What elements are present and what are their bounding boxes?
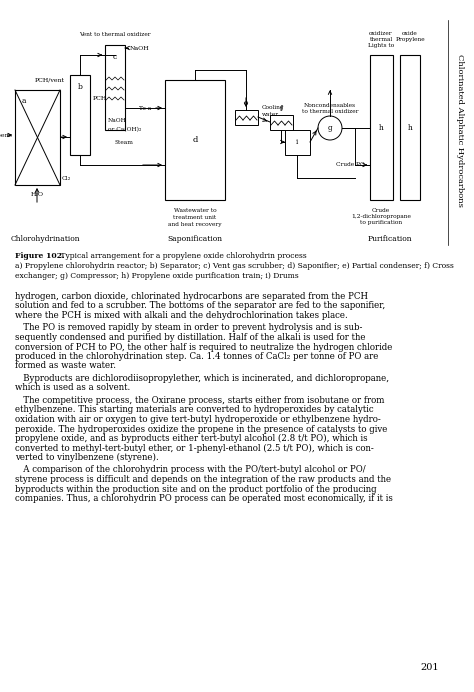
Text: Cooling: Cooling: [262, 105, 284, 110]
Text: Crude PO: Crude PO: [336, 163, 365, 167]
Text: to purification: to purification: [360, 220, 402, 225]
Text: Byproducts are dichlorodiisopropylether, which is incinerated, and dichloropropa: Byproducts are dichlorodiisopropylether,…: [15, 374, 389, 383]
Text: styrene process is difficult and depends on the integration of the raw products : styrene process is difficult and depends…: [15, 475, 391, 484]
Text: Cl₂: Cl₂: [62, 176, 71, 181]
Text: PCH/vent: PCH/vent: [35, 78, 65, 83]
Text: companies. Thus, a chlorohydrin PO process can be operated most economically, if: companies. Thus, a chlorohydrin PO proce…: [15, 494, 393, 503]
Text: Steam: Steam: [115, 140, 134, 145]
Text: d: d: [192, 136, 198, 144]
Text: conversion of PCH to PO, the other half is required to neutralize the hydrogen c: conversion of PCH to PO, the other half …: [15, 343, 392, 352]
Text: b: b: [78, 83, 82, 91]
Circle shape: [318, 116, 342, 140]
Text: h: h: [379, 124, 383, 132]
Text: NaOH: NaOH: [130, 46, 150, 51]
Text: verted to vinylbenzene (styrene).: verted to vinylbenzene (styrene).: [15, 453, 159, 462]
Text: treatment unit: treatment unit: [173, 215, 217, 220]
Text: which is used as a solvent.: which is used as a solvent.: [15, 383, 130, 392]
Text: oxidation with air or oxygen to give tert-butyl hydroperoxide or ethylbenzene hy: oxidation with air or oxygen to give ter…: [15, 415, 381, 424]
Bar: [285, 130, 310, 155]
Text: sequently condensed and purified by distillation. Half of the alkali is used for: sequently condensed and purified by dist…: [15, 333, 365, 342]
Text: to thermal oxidizer: to thermal oxidizer: [302, 109, 358, 114]
Text: To a: To a: [139, 105, 151, 111]
Bar: [370, 55, 393, 200]
Text: The competitive process, the Oxirane process, starts either from isobutane or fr: The competitive process, the Oxirane pro…: [15, 396, 384, 405]
Text: g: g: [328, 124, 332, 132]
Bar: [165, 80, 225, 200]
Text: Propene: Propene: [0, 132, 13, 138]
Text: Saponification: Saponification: [167, 235, 223, 243]
Text: byproducts within the production site and on the product portfolio of the produc: byproducts within the production site an…: [15, 484, 377, 493]
Text: e: e: [244, 99, 248, 107]
Text: PCH: PCH: [93, 95, 107, 100]
Text: produced in the chlorohydrination step. Ca. 1.4 tonnes of CaCl₂ per tonne of PO : produced in the chlorohydrination step. …: [15, 352, 378, 361]
Text: The PO is removed rapidly by steam in order to prevent hydrolysis and is sub-: The PO is removed rapidly by steam in or…: [15, 323, 363, 332]
Text: oxide: oxide: [402, 31, 418, 36]
Text: A comparison of the chlorohydrin process with the PO/tert-butyl alcohol or PO/: A comparison of the chlorohydrin process…: [15, 466, 365, 475]
Text: h: h: [408, 124, 412, 132]
Text: Wastewater to: Wastewater to: [173, 208, 216, 213]
Bar: [400, 55, 420, 200]
Text: Chlorinated Aliphatic Hydrocarbons: Chlorinated Aliphatic Hydrocarbons: [456, 53, 464, 206]
Text: oxidizer: oxidizer: [369, 31, 393, 36]
Text: where the PCH is mixed with alkali and the dehydrochlorination takes place.: where the PCH is mixed with alkali and t…: [15, 311, 348, 320]
Text: thermal: thermal: [369, 37, 392, 42]
Text: Chlorohydrination: Chlorohydrination: [10, 235, 80, 243]
Text: ethylbenzene. This starting materials are converted to hydroperoxides by catalyt: ethylbenzene. This starting materials ar…: [15, 406, 374, 415]
Text: water: water: [262, 112, 279, 117]
Text: a) Propylene chlorohydrin reactor; b) Separator; c) Vent gas scrubber; d) Saponi: a) Propylene chlorohydrin reactor; b) Se…: [15, 262, 454, 270]
Text: a: a: [22, 97, 27, 105]
Text: propylene oxide, and as byproducts either tert-butyl alcohol (2.8 t/t PO), which: propylene oxide, and as byproducts eithe…: [15, 434, 368, 443]
Text: f: f: [280, 105, 283, 113]
Text: solution and fed to a scrubber. The bottoms of the separator are fed to the sapo: solution and fed to a scrubber. The bott…: [15, 302, 385, 311]
Bar: [270, 115, 293, 130]
Text: Crude: Crude: [372, 208, 390, 213]
Text: Figure 102.: Figure 102.: [15, 252, 64, 260]
Text: H₂O: H₂O: [30, 192, 44, 197]
Text: Lights to: Lights to: [368, 43, 394, 48]
Text: 1,2-dichloropropane: 1,2-dichloropropane: [351, 214, 411, 219]
Text: and heat recovery: and heat recovery: [168, 222, 222, 227]
Text: formed as waste water.: formed as waste water.: [15, 361, 116, 370]
Text: 201: 201: [421, 663, 439, 672]
Text: Purification: Purification: [368, 235, 412, 243]
Text: hydrogen, carbon dioxide, chlorinated hydrocarbons are separated from the PCH: hydrogen, carbon dioxide, chlorinated hy…: [15, 292, 368, 301]
Text: converted to methyl-tert-butyl ether, or 1-phenyl-ethanol (2.5 t/t PO), which is: converted to methyl-tert-butyl ether, or…: [15, 444, 374, 453]
Text: Typical arrangement for a propylene oxide chlorohydrin process: Typical arrangement for a propylene oxid…: [58, 252, 307, 260]
Text: or Ca(OH)₂: or Ca(OH)₂: [108, 127, 141, 133]
Text: Noncondensables: Noncondensables: [304, 103, 356, 108]
Bar: [70, 75, 90, 155]
Text: Vent to thermal oxidizer: Vent to thermal oxidizer: [79, 32, 151, 37]
Text: exchanger; g) Compressor; h) Propylene oxide purification train; i) Drums: exchanger; g) Compressor; h) Propylene o…: [15, 272, 299, 280]
Text: i: i: [296, 138, 298, 146]
Text: Propylene: Propylene: [395, 37, 425, 42]
Text: c: c: [113, 53, 117, 61]
Text: NaOH: NaOH: [108, 118, 127, 122]
Text: peroxide. The hydroperoxides oxidize the propene in the presence of catalysts to: peroxide. The hydroperoxides oxidize the…: [15, 424, 387, 433]
Bar: [105, 45, 125, 130]
Bar: [235, 110, 258, 125]
Bar: [15, 90, 60, 185]
